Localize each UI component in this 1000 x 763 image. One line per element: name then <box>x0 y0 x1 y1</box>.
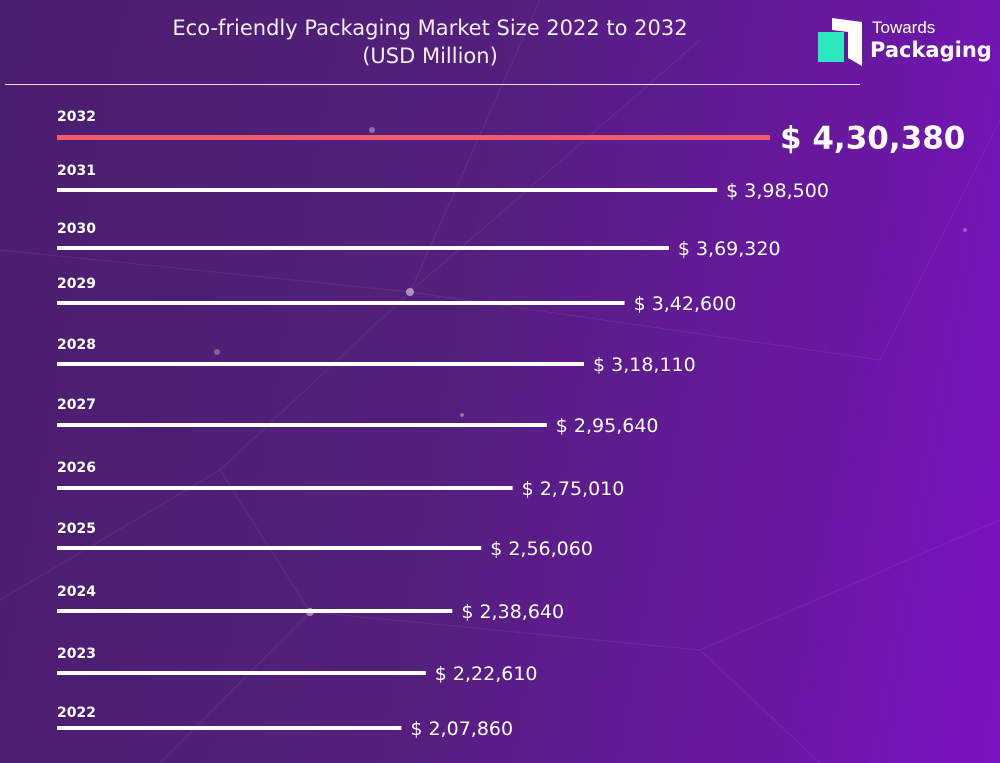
towards-packaging-logo: Towards Packaging <box>818 14 992 74</box>
year-label-2025: 2025 <box>57 521 96 537</box>
value-label-2029: $ 3,42,600 <box>634 293 737 315</box>
year-label-2030: 2030 <box>57 221 96 237</box>
value-label-2023: $ 2,22,610 <box>435 663 538 685</box>
year-label-2023: 2023 <box>57 646 96 662</box>
bar-2026 <box>57 486 513 490</box>
bar-2025 <box>57 546 482 550</box>
bar-2027 <box>57 423 547 427</box>
value-label-2022: $ 2,07,860 <box>410 718 513 740</box>
chart-title: Eco-friendly Packaging Market Size 2022 … <box>0 14 860 70</box>
title-divider <box>5 84 860 85</box>
bar-2032 <box>57 135 770 140</box>
bar-2023 <box>57 671 426 675</box>
year-label-2028: 2028 <box>57 337 96 353</box>
value-label-2027: $ 2,95,640 <box>556 415 659 437</box>
bar-2022 <box>57 726 402 730</box>
year-label-2032: 2032 <box>57 109 96 125</box>
bar-2029 <box>57 301 625 305</box>
value-label-2025: $ 2,56,060 <box>490 538 593 560</box>
year-label-2031: 2031 <box>57 163 96 179</box>
chart-title-line2: (USD Million) <box>362 44 498 68</box>
value-label-2028: $ 3,18,110 <box>593 354 696 376</box>
year-label-2026: 2026 <box>57 460 96 476</box>
bar-2028 <box>57 362 585 366</box>
logo-text-towards: Towards <box>872 18 936 37</box>
value-label-2026: $ 2,75,010 <box>522 478 625 500</box>
logo-text-packaging: Packaging <box>870 38 992 62</box>
year-label-2029: 2029 <box>57 276 96 292</box>
bar-2024 <box>57 609 453 613</box>
value-label-2031: $ 3,98,500 <box>726 180 829 202</box>
value-label-2030: $ 3,69,320 <box>678 238 781 260</box>
value-label-2032: $ 4,30,380 <box>780 121 965 157</box>
year-label-2024: 2024 <box>57 584 96 600</box>
value-label-2024: $ 2,38,640 <box>461 601 564 623</box>
year-label-2027: 2027 <box>57 397 96 413</box>
year-label-2022: 2022 <box>57 705 96 721</box>
bar-2031 <box>57 188 718 192</box>
chart-title-line1: Eco-friendly Packaging Market Size 2022 … <box>172 16 688 40</box>
bar-2030 <box>57 246 669 250</box>
logo-mark-icon <box>818 18 862 66</box>
